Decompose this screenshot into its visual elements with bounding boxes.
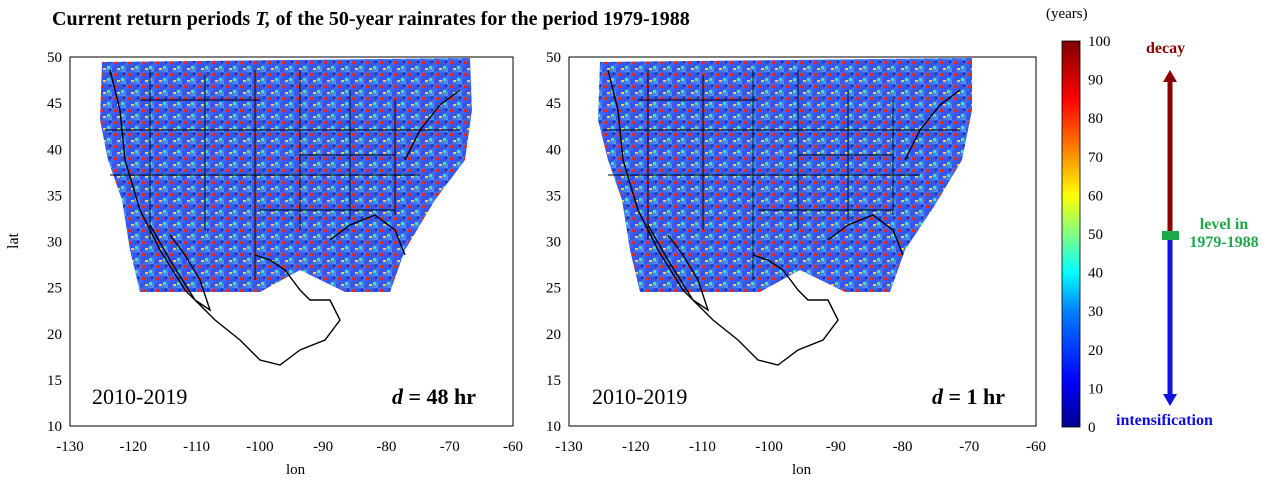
y-tick-label: 15 bbox=[47, 373, 62, 389]
y-tick-label: 30 bbox=[47, 235, 62, 251]
x-tick-label: -100 bbox=[755, 439, 783, 455]
panel-left-period: 2010-2019 bbox=[92, 384, 188, 409]
tick-labels: 50 45 40 35 30 25 20 15 10 -130 -120 -110 -100 -90 -80… bbox=[47, 34, 1111, 455]
y-tick-label: 30 bbox=[546, 235, 561, 251]
colorbar-tick-label: 30 bbox=[1088, 304, 1103, 320]
colorbar-unit: (years) bbox=[1046, 6, 1088, 22]
decay-arrow bbox=[1163, 70, 1177, 236]
colorbar-tick-label: 0 bbox=[1088, 420, 1096, 436]
decay-label: decay bbox=[1146, 40, 1186, 57]
x-tick-label: -110 bbox=[183, 439, 210, 455]
panel-right-period: 2010-2019 bbox=[592, 384, 688, 409]
y-tick-label: 25 bbox=[546, 281, 561, 297]
y-tick-label: 10 bbox=[546, 419, 561, 435]
y-tick-label: 50 bbox=[47, 50, 62, 66]
panel-right-state-borders bbox=[603, 70, 960, 280]
colorbar-tick-label: 90 bbox=[1088, 73, 1103, 89]
colorbar-tick-label: 40 bbox=[1088, 266, 1103, 282]
y-tick-label: 25 bbox=[47, 281, 62, 297]
y-tick-label: 40 bbox=[47, 142, 62, 158]
panel-right-coastline bbox=[607, 69, 961, 366]
x-tick-label: -60 bbox=[1026, 439, 1046, 455]
y-tick-label: 35 bbox=[546, 188, 561, 204]
intensification-label: intensification bbox=[1116, 412, 1213, 429]
y-tick-label: 15 bbox=[546, 373, 561, 389]
map-panel-right bbox=[568, 56, 1037, 427]
colorbar-tick-label: 80 bbox=[1088, 111, 1103, 127]
colorbar-tick-label: 10 bbox=[1088, 381, 1103, 397]
x-axis-label-right: lon bbox=[792, 462, 812, 478]
x-tick-label: -70 bbox=[440, 439, 460, 455]
x-tick-label: -130 bbox=[555, 439, 583, 455]
x-tick-label: -110 bbox=[689, 439, 716, 455]
x-tick-label: -90 bbox=[313, 439, 333, 455]
x-axis-label-left: lon bbox=[286, 462, 306, 478]
colorbar-tick-label: 60 bbox=[1088, 188, 1103, 204]
x-tick-label: -80 bbox=[376, 439, 396, 455]
panel-left-duration: d = 48 hr bbox=[392, 384, 477, 409]
panel-left-state-borders bbox=[105, 70, 460, 280]
y-tick-label: 20 bbox=[546, 327, 561, 343]
x-tick-label: -120 bbox=[622, 439, 650, 455]
x-tick-label: -120 bbox=[120, 439, 148, 455]
x-tick-label: -60 bbox=[503, 439, 523, 455]
x-tick-label: -130 bbox=[56, 439, 84, 455]
y-tick-label: 20 bbox=[47, 327, 62, 343]
map-panel-left bbox=[69, 56, 514, 427]
y-tick-label: 45 bbox=[546, 96, 561, 112]
colorbar-tick-label: 70 bbox=[1088, 150, 1103, 166]
level-label: level in 1979-1988 bbox=[1189, 216, 1259, 251]
y-tick-label: 35 bbox=[47, 188, 62, 204]
figure-title: Current return periods T, of the 50-year… bbox=[52, 8, 690, 30]
colorbar bbox=[1061, 40, 1081, 428]
level-marker bbox=[1162, 231, 1179, 240]
colorbar-tick-label: 50 bbox=[1088, 227, 1103, 243]
y-tick-label: 40 bbox=[546, 142, 561, 158]
x-tick-label: -70 bbox=[959, 439, 979, 455]
y-axis-label: lat bbox=[5, 233, 22, 249]
x-tick-label: -90 bbox=[826, 439, 846, 455]
x-tick-label: -80 bbox=[893, 439, 913, 455]
y-tick-label: 45 bbox=[47, 96, 62, 112]
panel-right-duration: d = 1 hr bbox=[932, 384, 1006, 409]
y-tick-label: 10 bbox=[47, 419, 62, 435]
panel-left-coastline bbox=[109, 69, 461, 366]
intensification-arrow bbox=[1163, 236, 1177, 406]
colorbar-tick-label: 100 bbox=[1088, 34, 1111, 50]
y-tick-label: 50 bbox=[546, 50, 561, 66]
x-tick-label: -100 bbox=[246, 439, 274, 455]
colorbar-tick-label: 20 bbox=[1088, 343, 1103, 359]
